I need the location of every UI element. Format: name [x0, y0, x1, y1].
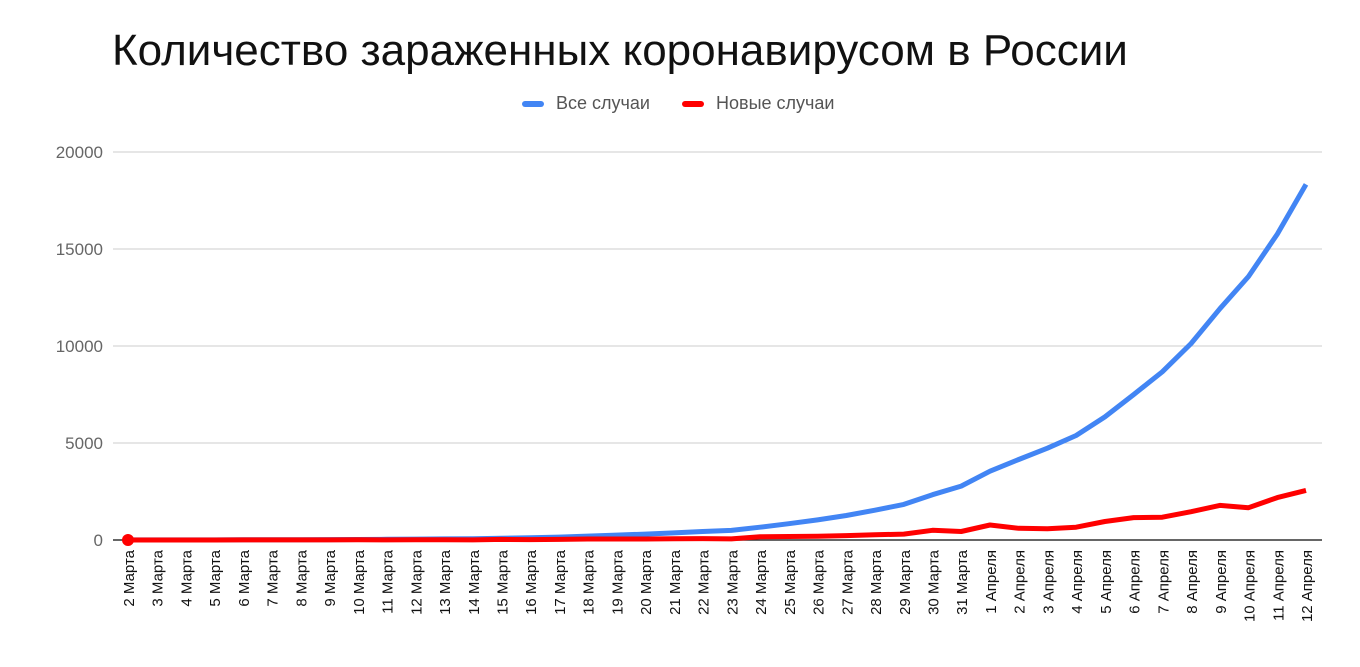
x-tick-label: 23 Марта	[724, 549, 741, 615]
x-tick-label: 5 Марта	[207, 549, 224, 606]
x-tick-label: 22 Марта	[696, 549, 713, 615]
x-tick-label: 12 Марта	[408, 549, 425, 615]
x-tick-label: 25 Марта	[782, 549, 799, 615]
x-tick-label: 1 Апреля	[983, 550, 1000, 614]
x-tick-label: 29 Марта	[897, 549, 914, 615]
legend-swatch-new-cases	[682, 100, 704, 107]
series-line-all-cases	[128, 183, 1309, 543]
x-tick-label: 7 Марта	[265, 549, 282, 606]
legend-swatch-all-cases	[522, 100, 544, 107]
x-tick-label: 27 Марта	[839, 549, 856, 615]
x-tick-label: 9 Марта	[322, 549, 339, 606]
x-tick-label: 3 Апреля	[1040, 550, 1057, 614]
chart-title: Количество зараженных коронавирусом в Ро…	[112, 26, 1128, 75]
x-tick-label: 10 Апреля	[1242, 550, 1259, 622]
x-tick-label: 20 Марта	[638, 549, 655, 615]
x-tick-label: 9 Апреля	[1213, 550, 1230, 614]
x-tick-label: 11 Апреля	[1270, 550, 1287, 621]
legend-item-all-cases: Все случаи	[522, 93, 650, 114]
x-tick-label: 26 Марта	[811, 549, 828, 615]
x-tick-label: 5 Апреля	[1098, 550, 1115, 614]
legend-item-new-cases: Новые случаи	[682, 93, 834, 114]
y-tick-label: 15000	[56, 240, 103, 259]
legend-label-all-cases: Все случаи	[556, 93, 650, 113]
y-tick-label: 20000	[56, 143, 103, 162]
x-tick-label: 15 Марта	[495, 549, 512, 615]
x-tick-label: 16 Марта	[523, 549, 540, 615]
x-tick-label: 30 Марта	[925, 549, 942, 615]
x-tick-label: 14 Марта	[466, 549, 483, 615]
x-tick-label: 13 Марта	[437, 549, 454, 615]
y-tick-label: 0	[94, 531, 103, 550]
x-tick-label: 11 Марта	[380, 549, 397, 613]
x-tick-label: 24 Марта	[753, 549, 770, 615]
y-tick-label: 5000	[65, 434, 103, 453]
x-tick-label: 21 Марта	[667, 549, 684, 615]
x-tick-label: 3 Марта	[150, 549, 167, 606]
x-tick-label: 4 Апреля	[1069, 550, 1086, 614]
x-tick-label: 8 Марта	[293, 549, 310, 606]
x-tick-label: 4 Марта	[178, 549, 195, 606]
x-tick-label: 17 Марта	[552, 549, 569, 615]
x-tick-label: 2 Апреля	[1012, 550, 1029, 614]
x-tick-label: 28 Марта	[868, 549, 885, 615]
x-tick-label: 7 Апреля	[1155, 550, 1172, 614]
x-tick-label: 18 Марта	[581, 549, 598, 615]
legend: Все случаи Новые случаи	[0, 93, 1360, 115]
x-tick-label: 31 Марта	[954, 549, 971, 615]
start-point-marker	[122, 533, 134, 546]
x-tick-label: 10 Марта	[351, 549, 368, 615]
x-tick-label: 19 Марта	[609, 549, 626, 615]
x-tick-label: 6 Апреля	[1127, 550, 1144, 614]
x-tick-label: 2 Марта	[121, 549, 138, 606]
legend-label-new-cases: Новые случаи	[716, 93, 835, 113]
x-tick-label: 12 Апреля	[1299, 550, 1316, 622]
y-tick-label: 10000	[56, 337, 103, 356]
x-tick-label: 6 Марта	[236, 549, 253, 606]
x-tick-label: 8 Апреля	[1184, 550, 1201, 614]
series-line-new-cases	[128, 487, 1307, 543]
